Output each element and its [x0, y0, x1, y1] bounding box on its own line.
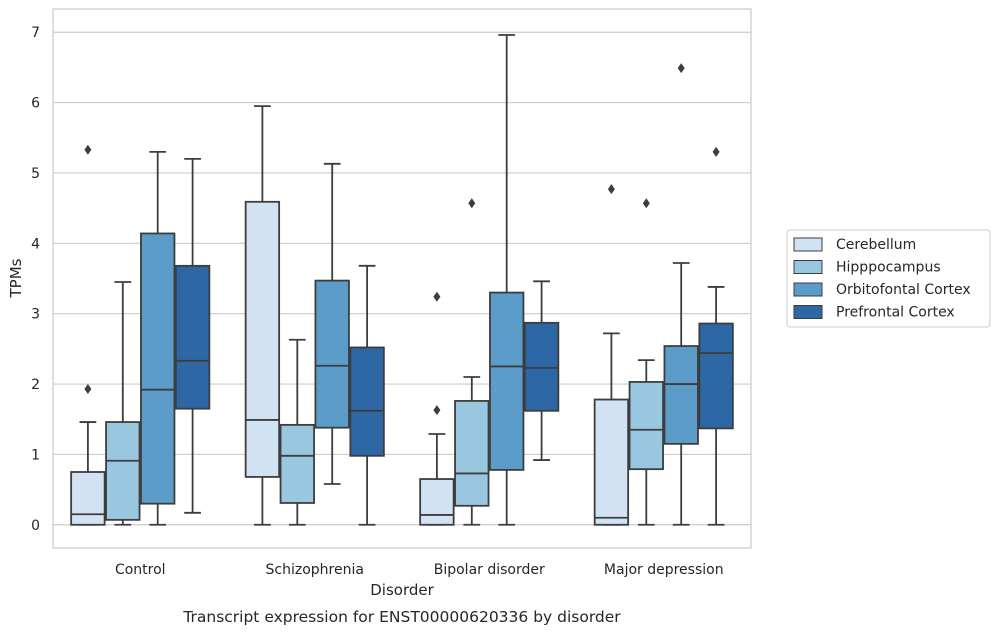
- y-tick-label: 4: [31, 236, 40, 252]
- box-iqr: [663, 345, 699, 445]
- box-major-depression-orbitofontal-cortex: [663, 63, 699, 526]
- box-iqr: [244, 200, 281, 478]
- outlier-point: [433, 291, 441, 302]
- outlier-point: [607, 184, 615, 195]
- legend: Cerebellum Hipppocampus Orbitofontal Corte…: [786, 229, 991, 328]
- box-iqr: [489, 291, 525, 471]
- legend-swatch: [793, 305, 823, 319]
- legend-label: Hipppocampus: [836, 260, 941, 276]
- y-tick-label: 5: [31, 166, 40, 182]
- box-iqr: [349, 346, 385, 457]
- y-tick-labels: 0 1 2 3 4 5 6 7: [31, 25, 40, 534]
- box-schizophrenia-hipppocampus: [279, 338, 315, 526]
- box-bipolar-disorder-cerebellum: [419, 291, 455, 526]
- outlier-point: [677, 63, 685, 74]
- chart-caption: Transcript expression for ENST0000062033…: [182, 608, 621, 626]
- y-tick-label: 3: [31, 307, 40, 323]
- y-axis-label: TPMs: [7, 258, 25, 298]
- outlier-point: [468, 198, 476, 209]
- box-iqr: [70, 471, 106, 526]
- box-major-depression-hipppocampus: [628, 198, 664, 526]
- box-bipolar-disorder-hipppocampus: [454, 198, 490, 526]
- box-iqr: [593, 398, 630, 526]
- y-tick-label: 1: [31, 447, 40, 463]
- x-tick-label: Major depression: [604, 562, 724, 578]
- box-bipolar-disorder-orbitofontal-cortex: [489, 34, 525, 526]
- legend-swatch: [793, 260, 823, 274]
- box-bipolar-disorder-prefrontal-cortex: [523, 280, 560, 461]
- box-iqr: [628, 381, 664, 471]
- box-schizophrenia-orbitofontal-cortex: [314, 162, 350, 485]
- plot-boxes: [70, 34, 734, 526]
- legend-frame: [786, 229, 991, 328]
- box-schizophrenia-cerebellum: [244, 105, 281, 526]
- x-tick-labels: Control Schizophrenia Bipolar disorder Majo…: [115, 562, 724, 578]
- box-control-prefrontal-cortex: [174, 157, 211, 514]
- outlier-point: [642, 198, 650, 209]
- outlier-point: [84, 383, 92, 394]
- x-tick-label: Bipolar disorder: [434, 562, 545, 578]
- box-iqr: [174, 264, 211, 410]
- box-iqr: [279, 423, 315, 504]
- box-iqr: [140, 232, 176, 505]
- legend-swatch: [793, 282, 823, 297]
- plot-frame: [52, 8, 752, 549]
- legend-label: Orbitofontal Cortex: [836, 282, 971, 298]
- y-tick-label: 7: [31, 25, 40, 41]
- legend-swatch: [793, 237, 823, 252]
- box-major-depression-cerebellum: [593, 184, 630, 526]
- legend-label: Prefrontal Cortex: [836, 305, 955, 321]
- box-iqr: [523, 321, 560, 412]
- x-axis-label: Disorder: [370, 581, 434, 599]
- box-iqr: [419, 478, 455, 526]
- box-control-cerebellum: [70, 144, 106, 526]
- outlier-point: [433, 405, 441, 416]
- box-control-orbitofontal-cortex: [140, 150, 176, 526]
- box-control-hipppocampus: [105, 281, 141, 526]
- y-tick-label: 6: [31, 96, 40, 112]
- box-iqr: [314, 279, 350, 429]
- box-schizophrenia-prefrontal-cortex: [349, 264, 385, 526]
- box-iqr: [454, 400, 490, 507]
- y-tick-label: 0: [31, 518, 40, 534]
- x-tick-label: Control: [115, 562, 166, 578]
- outlier-point: [712, 146, 720, 157]
- box-iqr: [698, 322, 734, 430]
- y-tick-label: 2: [31, 377, 40, 393]
- x-tick-label: Schizophrenia: [266, 562, 364, 578]
- box-major-depression-prefrontal-cortex: [698, 146, 734, 526]
- box-iqr: [105, 421, 141, 521]
- legend-label: Cerebellum: [836, 237, 916, 253]
- outlier-point: [84, 144, 92, 155]
